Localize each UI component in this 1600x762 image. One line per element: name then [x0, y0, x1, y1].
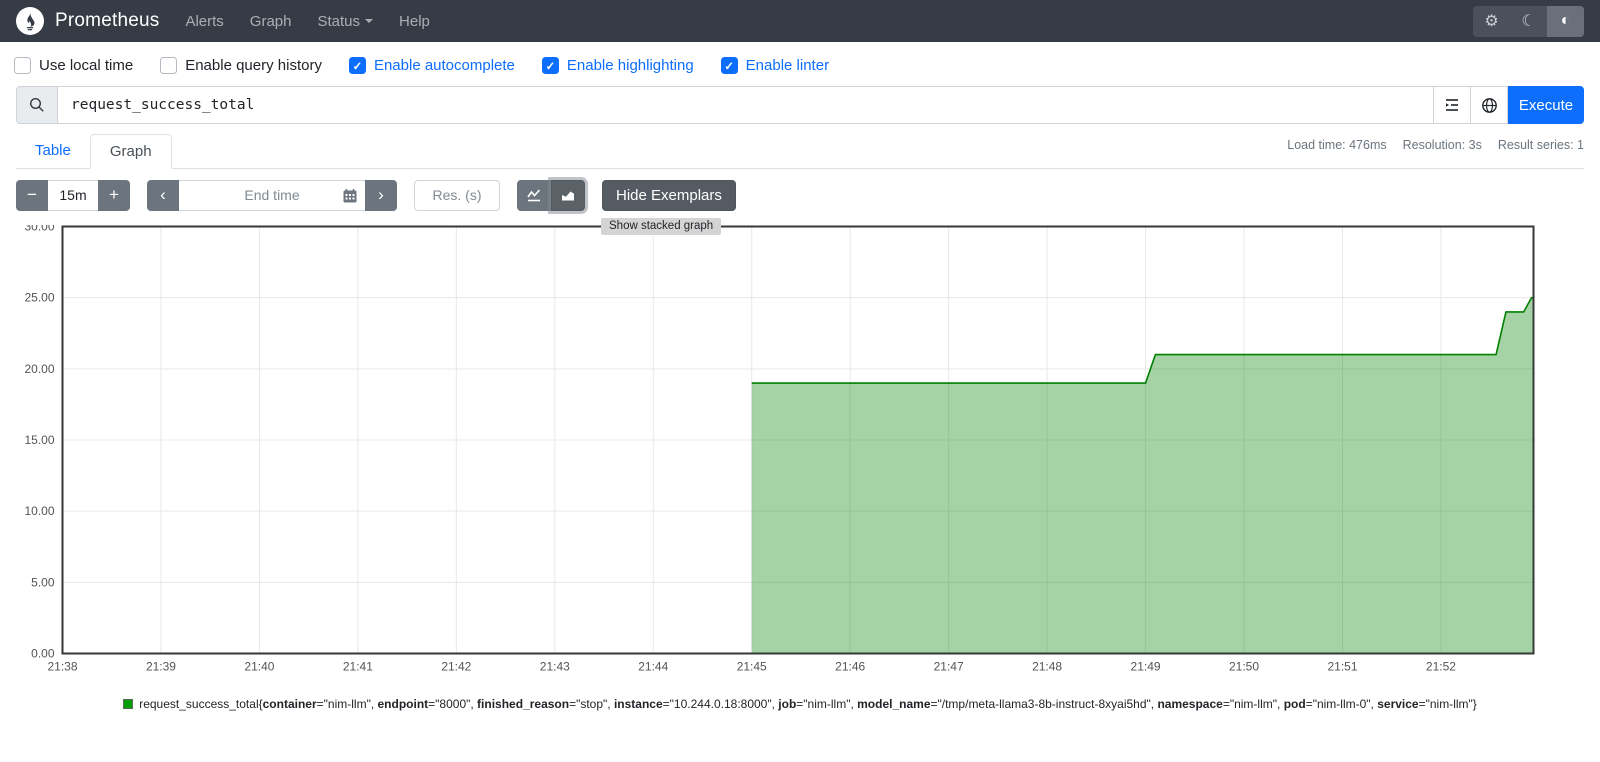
svg-text:21:38: 21:38: [47, 660, 77, 674]
checkbox-label: Use local time: [39, 57, 134, 74]
search-addon: [16, 86, 58, 124]
svg-text:15.00: 15.00: [24, 433, 54, 447]
prometheus-brand[interactable]: Prometheus: [16, 7, 159, 35]
auto-theme-contrast-icon[interactable]: ◐: [1547, 5, 1584, 37]
increase-range-button[interactable]: +: [98, 179, 130, 211]
stacked-graph-icon: [562, 191, 574, 201]
checkbox-label: Enable autocomplete: [373, 57, 515, 74]
brand-title: Prometheus: [55, 10, 160, 31]
svg-text:21:51: 21:51: [1327, 660, 1357, 674]
nav-item-label: Graph: [249, 12, 292, 30]
enable-query-history-checkbox[interactable]: [160, 57, 178, 74]
nav-item-label: Alerts: [185, 12, 224, 30]
svg-text:21:47: 21:47: [934, 660, 964, 674]
svg-text:21:48: 21:48: [1032, 660, 1062, 674]
query-stats: Load time: 476ms Resolution: 3s Result s…: [1287, 138, 1584, 152]
query-expression-input[interactable]: [58, 86, 1434, 124]
nav-item-status[interactable]: Status: [318, 13, 374, 30]
legend-series[interactable]: request_success_total{container="nim-llm…: [123, 697, 1477, 711]
nav-item-alerts[interactable]: Alerts: [185, 13, 223, 30]
tab-table[interactable]: Table: [35, 142, 71, 159]
graph-legend: request_success_total{container="nim-llm…: [16, 697, 1584, 712]
theme-toggle-group: ⚙ ☾ ◐: [1473, 5, 1584, 37]
enable-highlighting-checkbox[interactable]: [541, 57, 559, 74]
tab-graph[interactable]: Graph: [89, 134, 172, 169]
query-bar: Execute: [0, 86, 1600, 124]
end-time-input[interactable]: [179, 180, 365, 210]
prometheus-logo-icon: [16, 7, 44, 35]
stacked-graph-button[interactable]: [551, 179, 585, 211]
hide-exemplars-button[interactable]: Hide Exemplars: [602, 179, 736, 211]
svg-text:21:52: 21:52: [1426, 660, 1456, 674]
checkbox-label: Enable highlighting: [566, 57, 694, 74]
top-navbar: Prometheus Alerts Graph Status Help ⚙ ☾ …: [0, 0, 1600, 42]
svg-text:21:40: 21:40: [244, 660, 274, 674]
query-options-row: Use local time Enable query history Enab…: [0, 42, 1600, 86]
time-back-button[interactable]: ‹: [147, 179, 179, 211]
globe-icon: [1481, 97, 1497, 113]
end-time-control-group: ‹ ›: [147, 179, 397, 211]
svg-text:10.00: 10.00: [24, 504, 54, 518]
line-graph-icon: [527, 189, 541, 202]
result-tabs: Table Graph: [16, 134, 1584, 169]
nav-links: Alerts Graph Status Help: [185, 13, 429, 30]
settings-gear-icon[interactable]: ⚙: [1484, 13, 1499, 30]
nav-item-help[interactable]: Help: [399, 13, 430, 30]
enable-autocomplete-checkbox[interactable]: [348, 57, 366, 74]
svg-text:25.00: 25.00: [24, 291, 54, 305]
decrease-range-button[interactable]: −: [16, 179, 48, 211]
enable-highlighting-option[interactable]: Enable highlighting: [541, 57, 694, 74]
nav-item-label: Help: [399, 12, 430, 30]
graph-panel: − + ‹ ›: [0, 179, 1600, 712]
graph-chart[interactable]: 0.00 5.00 10.00 15.00 20.00 25.00 30.00 21:38 21…: [16, 225, 1584, 677]
svg-text:21:44: 21:44: [638, 660, 668, 674]
result-series-stat: Result series: 1: [1497, 138, 1584, 152]
calendar-icon[interactable]: [342, 188, 358, 204]
svg-text:0.00: 0.00: [31, 647, 55, 661]
nav-item-graph[interactable]: Graph: [250, 13, 292, 30]
chevron-down-icon: [365, 19, 374, 23]
legend-swatch: [123, 699, 134, 709]
enable-linter-checkbox[interactable]: [720, 57, 738, 74]
use-local-time-checkbox[interactable]: [14, 57, 31, 74]
range-input[interactable]: [48, 179, 98, 211]
svg-text:21:49: 21:49: [1131, 660, 1161, 674]
query-tree-view-button[interactable]: [1433, 86, 1471, 124]
resolution-stat: Resolution: 3s: [1402, 138, 1482, 152]
svg-text:5.00: 5.00: [31, 575, 55, 589]
svg-text:21:50: 21:50: [1229, 660, 1259, 674]
svg-text:20.00: 20.00: [24, 362, 54, 376]
enable-query-history-option[interactable]: Enable query history: [160, 57, 322, 74]
svg-text:21:43: 21:43: [540, 660, 570, 674]
checkbox-label: Enable linter: [745, 57, 830, 74]
svg-text:21:39: 21:39: [146, 660, 176, 674]
search-icon: [29, 97, 44, 112]
tree-view-icon: [1446, 99, 1458, 111]
nav-item-label: Status: [317, 12, 361, 30]
svg-text:21:41: 21:41: [343, 660, 373, 674]
execute-button[interactable]: Execute: [1508, 86, 1584, 124]
end-time-wrap: [179, 179, 365, 211]
enable-linter-option[interactable]: Enable linter: [720, 57, 830, 74]
result-tabs-row: Table Graph Load time: 476ms Resolution:…: [0, 134, 1600, 169]
range-control-group: − +: [16, 179, 130, 211]
enable-autocomplete-option[interactable]: Enable autocomplete: [348, 57, 515, 74]
use-local-time-option[interactable]: Use local time: [14, 57, 133, 74]
svg-text:30.00: 30.00: [24, 225, 54, 234]
time-forward-button[interactable]: ›: [365, 179, 397, 211]
metrics-explorer-button[interactable]: [1470, 86, 1508, 124]
svg-text:21:42: 21:42: [441, 660, 471, 674]
chart-svg[interactable]: 0.00 5.00 10.00 15.00 20.00 25.00 30.00 21:38 21…: [16, 225, 1584, 677]
load-time-stat: Load time: 476ms: [1287, 138, 1387, 152]
dark-theme-moon-icon[interactable]: ☾: [1521, 13, 1536, 30]
svg-text:21:46: 21:46: [835, 660, 865, 674]
checkbox-label: Enable query history: [185, 57, 322, 74]
stacked-graph-tooltip: Show stacked graph: [601, 218, 722, 235]
chart-type-group: [517, 179, 585, 211]
svg-text:21:45: 21:45: [737, 660, 767, 674]
line-graph-button[interactable]: [517, 179, 551, 211]
resolution-input[interactable]: [414, 179, 500, 211]
graph-controls: − + ‹ ›: [16, 179, 1584, 211]
legend-text: request_success_total{container="nim-llm…: [139, 697, 1477, 711]
